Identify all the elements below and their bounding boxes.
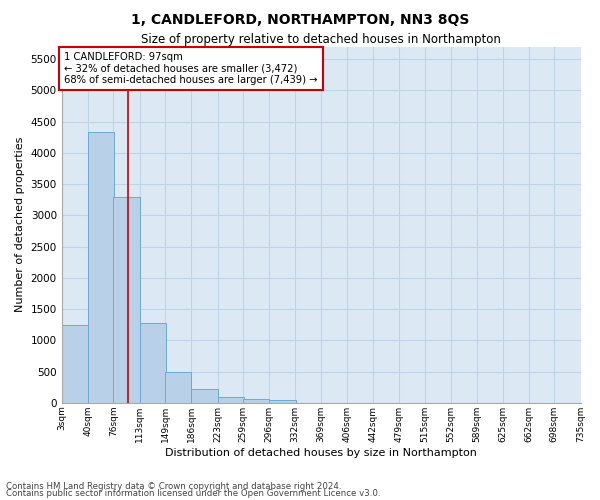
Text: 1 CANDLEFORD: 97sqm
← 32% of detached houses are smaller (3,472)
68% of semi-det: 1 CANDLEFORD: 97sqm ← 32% of detached ho… [64, 52, 318, 85]
Bar [243, 398, 269, 403]
Bar [218, 397, 244, 403]
Bar [269, 400, 296, 403]
Bar [165, 372, 191, 403]
Text: Contains public sector information licensed under the Open Government Licence v3: Contains public sector information licen… [6, 490, 380, 498]
Y-axis label: Number of detached properties: Number of detached properties [15, 137, 25, 312]
Bar [140, 324, 166, 403]
X-axis label: Distribution of detached houses by size in Northampton: Distribution of detached houses by size … [165, 448, 477, 458]
Bar [191, 389, 218, 403]
Text: Contains HM Land Registry data © Crown copyright and database right 2024.: Contains HM Land Registry data © Crown c… [6, 482, 341, 491]
Bar [113, 196, 140, 403]
Bar [88, 132, 114, 403]
Text: 1, CANDLEFORD, NORTHAMPTON, NN3 8QS: 1, CANDLEFORD, NORTHAMPTON, NN3 8QS [131, 12, 469, 26]
Title: Size of property relative to detached houses in Northampton: Size of property relative to detached ho… [141, 32, 501, 46]
Bar [62, 324, 88, 403]
